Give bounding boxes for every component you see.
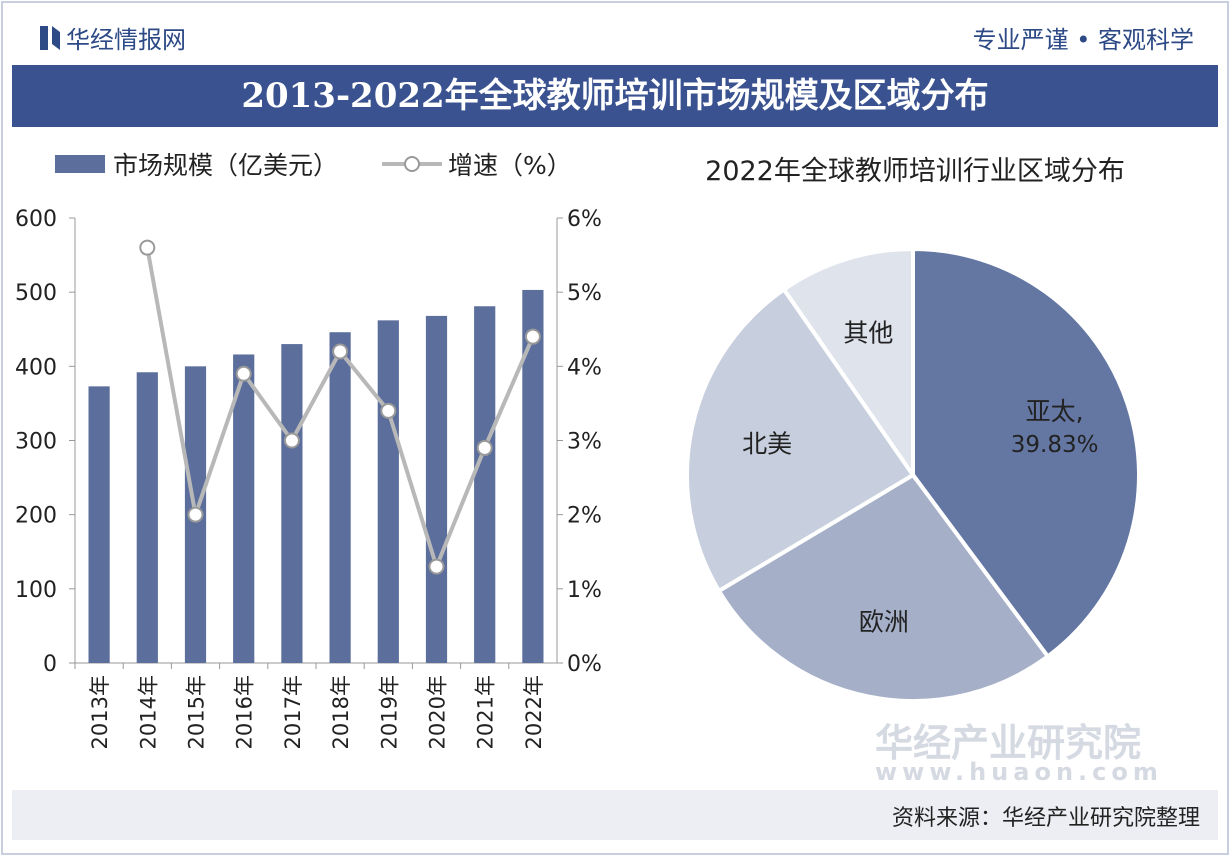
marker (139, 239, 156, 256)
y2-tick-label: 4% (567, 355, 602, 380)
slice-label: 亚太, (1026, 397, 1084, 426)
x-tick-label: 2020年 (426, 675, 450, 749)
y2-tick-label: 0% (567, 652, 602, 677)
watermark-url: www.huaon.com (875, 758, 1163, 786)
pie-title: 2022年全球教师培训行业区域分布 (705, 156, 1125, 187)
logo (40, 26, 48, 50)
slice-label: 欧洲 (859, 607, 909, 636)
y-tick-label: 300 (15, 430, 57, 455)
x-tick-label: 2021年 (474, 675, 498, 749)
x-tick-label: 2015年 (185, 675, 209, 749)
marker (187, 506, 204, 523)
bar (522, 289, 544, 663)
y2-tick-label: 5% (567, 281, 602, 306)
bar (329, 332, 351, 663)
watermark: 华经产业研究院 (875, 721, 1142, 765)
pie-slice (781, 246, 915, 482)
slice-label: 北美 (742, 430, 792, 459)
marker (476, 439, 493, 456)
pie-slice (716, 472, 1051, 703)
marker (380, 402, 397, 419)
x-tick-label: 2013年 (88, 675, 112, 749)
y-tick-label: 600 (15, 207, 57, 232)
bar (88, 386, 110, 663)
slice-value-label: 39.83% (1011, 432, 1099, 458)
y-tick-label: 100 (15, 578, 57, 603)
brand: 华经情报网 (66, 26, 186, 54)
footer (12, 790, 1218, 840)
marker (332, 343, 349, 360)
title-banner: 2013-2022年全球教师培训市场规模及区域分布 (12, 65, 1218, 127)
y2-tick-label: 3% (567, 430, 602, 455)
x-tick-label: 2022年 (522, 675, 546, 749)
bar (474, 306, 496, 663)
x-tick-label: 2016年 (233, 675, 257, 749)
y-tick-label: 500 (15, 281, 57, 306)
source: 资料来源：华经产业研究院整理 (891, 806, 1200, 831)
pie-slice (911, 246, 1141, 660)
legend-label: 市场规模（亿美元） (113, 151, 338, 180)
y2-tick-label: 6% (567, 207, 602, 232)
bar (377, 320, 399, 663)
x-tick-label: 2017年 (281, 675, 305, 749)
y2-tick-label: 1% (567, 578, 602, 603)
marker (524, 328, 541, 345)
legend-label: 增速（%） (448, 151, 572, 180)
x-tick-label: 2019年 (377, 675, 401, 749)
y-tick-label: 0 (43, 652, 57, 677)
bar (425, 315, 448, 663)
y-tick-label: 200 (15, 504, 57, 529)
pie-slice (685, 286, 916, 594)
marker (283, 432, 300, 449)
slogan: 专业严谨 • 客观科学 (972, 26, 1194, 54)
legend-swatch (55, 155, 105, 173)
y-tick-label: 400 (15, 355, 57, 380)
y2-tick-label: 2% (567, 504, 602, 529)
marker (235, 365, 252, 382)
bar (281, 344, 303, 663)
bar (233, 354, 255, 663)
marker (428, 558, 445, 575)
x-tick-label: 2014年 (136, 675, 160, 749)
bar (136, 372, 158, 663)
legend-swatch (404, 156, 420, 172)
x-tick-label: 2018年 (329, 675, 353, 749)
slice-label: 其他 (843, 319, 893, 348)
logo (52, 26, 60, 50)
